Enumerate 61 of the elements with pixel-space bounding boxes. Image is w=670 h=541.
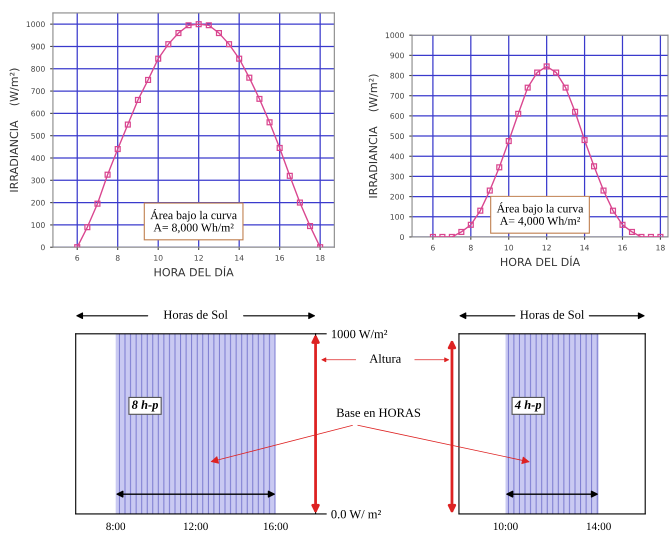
point <box>458 228 464 235</box>
point <box>124 121 131 128</box>
point <box>562 84 569 91</box>
annotation: Área bajo la curva A= 4,000 Wh/m² <box>496 202 584 227</box>
x-tick-label: 14:00 <box>586 522 611 530</box>
point <box>134 96 142 104</box>
point <box>236 56 242 62</box>
y-axis-title: IRRADIANCIA (W/m²) <box>10 68 20 192</box>
x-axis-title: HORA DEL DÍA <box>500 256 580 266</box>
point <box>286 172 293 179</box>
y-axis-title: IRRADIANCIA (W/m²) <box>368 74 379 198</box>
point <box>486 187 493 194</box>
text: Horas de Sol <box>164 310 228 319</box>
point <box>628 228 636 235</box>
x-tick-label: 10:00 <box>494 522 518 530</box>
point <box>256 96 262 102</box>
point <box>226 41 232 48</box>
point <box>296 200 303 206</box>
text: Base en HORAS <box>336 408 420 417</box>
point <box>544 63 550 70</box>
x-tick-label: 16:00 <box>264 522 288 530</box>
point <box>582 137 588 144</box>
point <box>477 208 484 214</box>
point <box>84 224 90 230</box>
annotation: 4 h-p <box>514 400 542 412</box>
point <box>506 138 512 144</box>
point <box>553 69 560 76</box>
point <box>496 164 502 170</box>
point <box>145 76 152 83</box>
point <box>165 41 172 48</box>
point <box>216 30 222 36</box>
point <box>619 222 626 228</box>
x-tick-label: 8:00 <box>106 522 126 530</box>
point <box>155 56 162 62</box>
point <box>600 187 607 194</box>
x-axis-title: HORA DEL DÍA <box>154 266 234 276</box>
point <box>114 146 121 152</box>
point <box>534 69 540 76</box>
y-tick-label: 0.0 W/ m² <box>331 510 381 518</box>
annotation: 8 h-p <box>132 400 158 412</box>
point <box>572 108 578 115</box>
point <box>94 200 101 207</box>
point <box>524 84 531 91</box>
y-tick-label: 1000 W/m² <box>332 330 388 338</box>
point <box>246 74 252 81</box>
point <box>175 30 182 36</box>
point <box>196 21 202 28</box>
annotation: Área bajo la curva A= 8,000 Wh/m² <box>150 208 237 234</box>
text: Horas de Sol <box>520 310 584 319</box>
point <box>186 22 192 28</box>
point <box>590 163 598 170</box>
point <box>306 222 314 230</box>
x-tick-label: 12:00 <box>184 522 208 530</box>
point <box>610 208 616 214</box>
point <box>104 172 111 178</box>
point <box>515 110 522 117</box>
point <box>206 22 212 28</box>
point <box>266 119 273 126</box>
text: Altura <box>369 354 402 363</box>
point <box>468 222 474 228</box>
point <box>276 144 283 152</box>
